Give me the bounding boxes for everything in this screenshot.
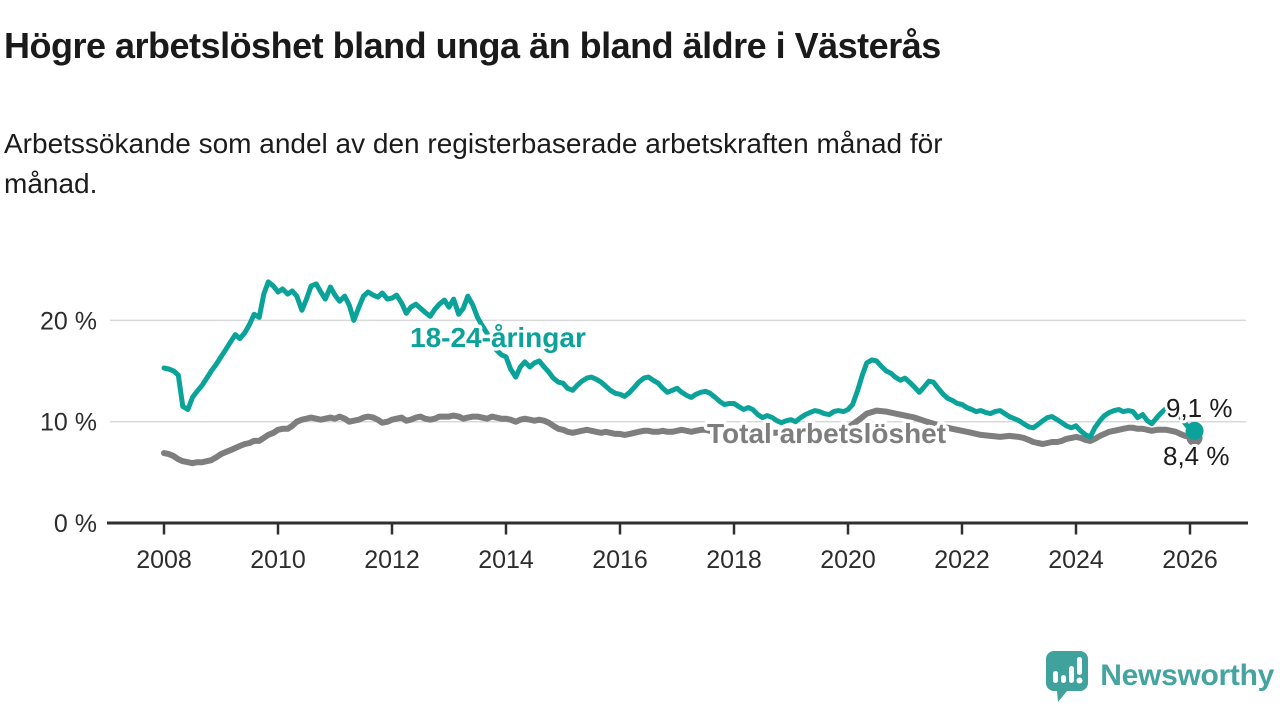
newsworthy-logo-icon <box>1046 651 1089 702</box>
x-tick-label-2026: 2026 <box>1162 546 1218 574</box>
logo-bar-1 <box>1053 671 1059 683</box>
x-tick-label-2016: 2016 <box>592 546 648 574</box>
end-value-label-youth-18-24: 9,1 % <box>1166 393 1233 423</box>
page-title: Högre arbetslöshet bland unga än bland ä… <box>4 25 941 66</box>
x-tick-label-2010: 2010 <box>250 546 306 574</box>
brand-wordmark: Newsworthy <box>1100 659 1274 692</box>
x-tick-label-2024: 2024 <box>1048 546 1104 574</box>
y-tick-label-20: 20 % <box>40 307 97 335</box>
logo-bar-3 <box>1069 666 1075 683</box>
end-value-label-total: 8,4 % <box>1163 441 1230 471</box>
x-tick-label-2020: 2020 <box>820 546 876 574</box>
brand-footer: Newsworthy <box>1044 648 1274 704</box>
series-endpoint-dot-youth-18-24 <box>1185 421 1204 440</box>
x-tick-label-2022: 2022 <box>934 546 990 574</box>
y-tick-label-0: 0 % <box>54 510 97 538</box>
series-line-youth-18-24 <box>161 279 1198 440</box>
logo-exclamation-dot <box>1076 677 1083 684</box>
x-tick-label-2012: 2012 <box>364 546 420 574</box>
logo-exclamation-bar <box>1077 657 1083 675</box>
y-tick-label-10: 10 % <box>40 409 97 437</box>
series-inline-label-total: Total arbetslöshet <box>707 418 946 449</box>
series-line-total <box>161 407 1198 467</box>
series-inline-label-youth-18-24: 18-24-åringar <box>410 322 586 353</box>
x-tick-label-2014: 2014 <box>478 546 534 574</box>
logo-bar-2 <box>1061 675 1067 683</box>
x-tick-label-2018: 2018 <box>706 546 762 574</box>
chart-subtitle: Arbetssökande som andel av den registerb… <box>4 128 943 199</box>
x-tick-label-2008: 2008 <box>136 546 192 574</box>
